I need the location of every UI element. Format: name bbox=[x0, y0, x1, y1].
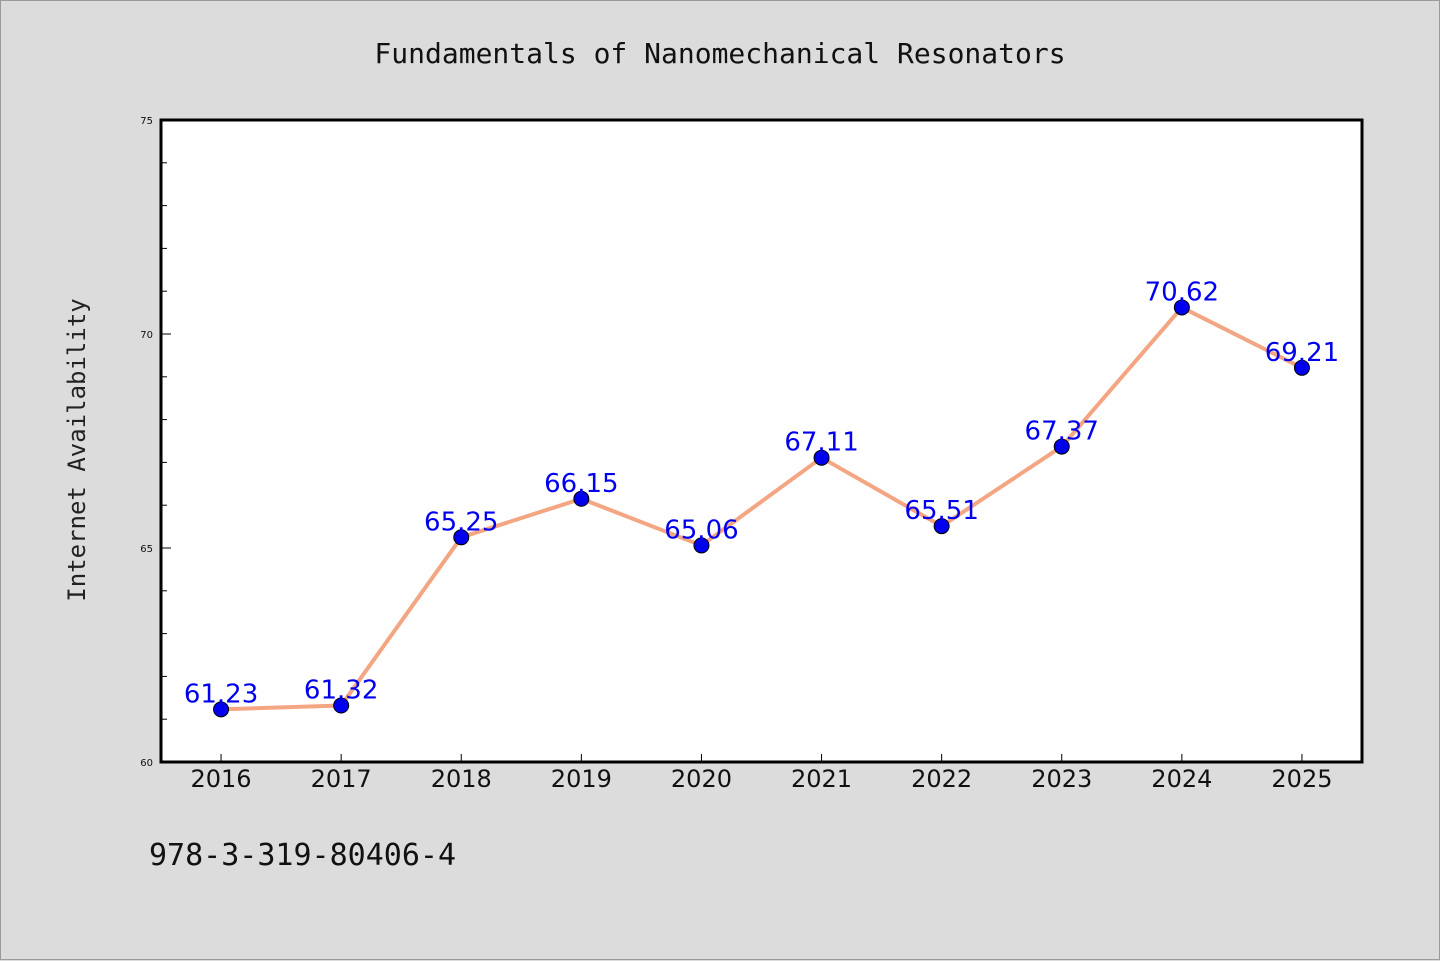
data-point bbox=[933, 518, 950, 535]
series: 61.23 61.32 65.25 66.15 65.06 67.11 65.51 67.37… bbox=[184, 277, 1339, 718]
data-label: 61.32 bbox=[304, 676, 378, 706]
plot-frame bbox=[159, 118, 1364, 764]
y-tick-label: 65 bbox=[140, 544, 153, 555]
y-tick-label: 60 bbox=[140, 758, 153, 769]
data-label: 65.06 bbox=[664, 515, 738, 545]
data-label: 67.37 bbox=[1025, 417, 1099, 447]
data-point bbox=[813, 449, 830, 466]
x-tick-label: 2018 bbox=[431, 765, 492, 793]
data-label: 66.15 bbox=[544, 469, 618, 499]
data-point bbox=[1173, 299, 1190, 316]
series-line bbox=[219, 305, 1304, 712]
data-point bbox=[213, 701, 230, 718]
x-tick-label: 2016 bbox=[191, 765, 252, 793]
data-label: 61.23 bbox=[184, 679, 258, 709]
x-tick-label: 2019 bbox=[551, 765, 612, 793]
data-point bbox=[573, 490, 590, 507]
data-label: 70.62 bbox=[1145, 277, 1219, 307]
x-tick-label: 2023 bbox=[1031, 765, 1092, 793]
data-point bbox=[453, 529, 470, 546]
data-point bbox=[1053, 438, 1070, 455]
x-tick-label: 2022 bbox=[911, 765, 972, 793]
x-tick-label: 2020 bbox=[671, 765, 732, 793]
x-tick-label: 2017 bbox=[311, 765, 372, 793]
x-tick-label: 2021 bbox=[791, 765, 852, 793]
x-tick-label: 2025 bbox=[1271, 765, 1332, 793]
plot-area bbox=[161, 120, 1362, 762]
data-point bbox=[333, 697, 350, 714]
y-axis-label: Internet Availability bbox=[63, 298, 91, 601]
y-tick-label: 75 bbox=[140, 116, 153, 127]
data-label: 65.51 bbox=[904, 496, 978, 526]
data-label: 69.21 bbox=[1265, 338, 1339, 368]
data-label: 65.25 bbox=[424, 507, 498, 537]
y-tick-label: 70 bbox=[140, 330, 153, 341]
chart-title: Fundamentals of Nanomechanical Resonator… bbox=[374, 37, 1065, 70]
x-tick-label: 2024 bbox=[1151, 765, 1212, 793]
isbn-text: 978-3-319-80406-4 bbox=[149, 838, 456, 873]
data-point bbox=[1293, 359, 1310, 376]
data-point bbox=[693, 537, 710, 554]
x-axis: 2016 2017 2018 2019 2020 2021 2022 2023 2024 2025 bbox=[191, 754, 1332, 793]
data-label: 67.11 bbox=[784, 428, 858, 458]
